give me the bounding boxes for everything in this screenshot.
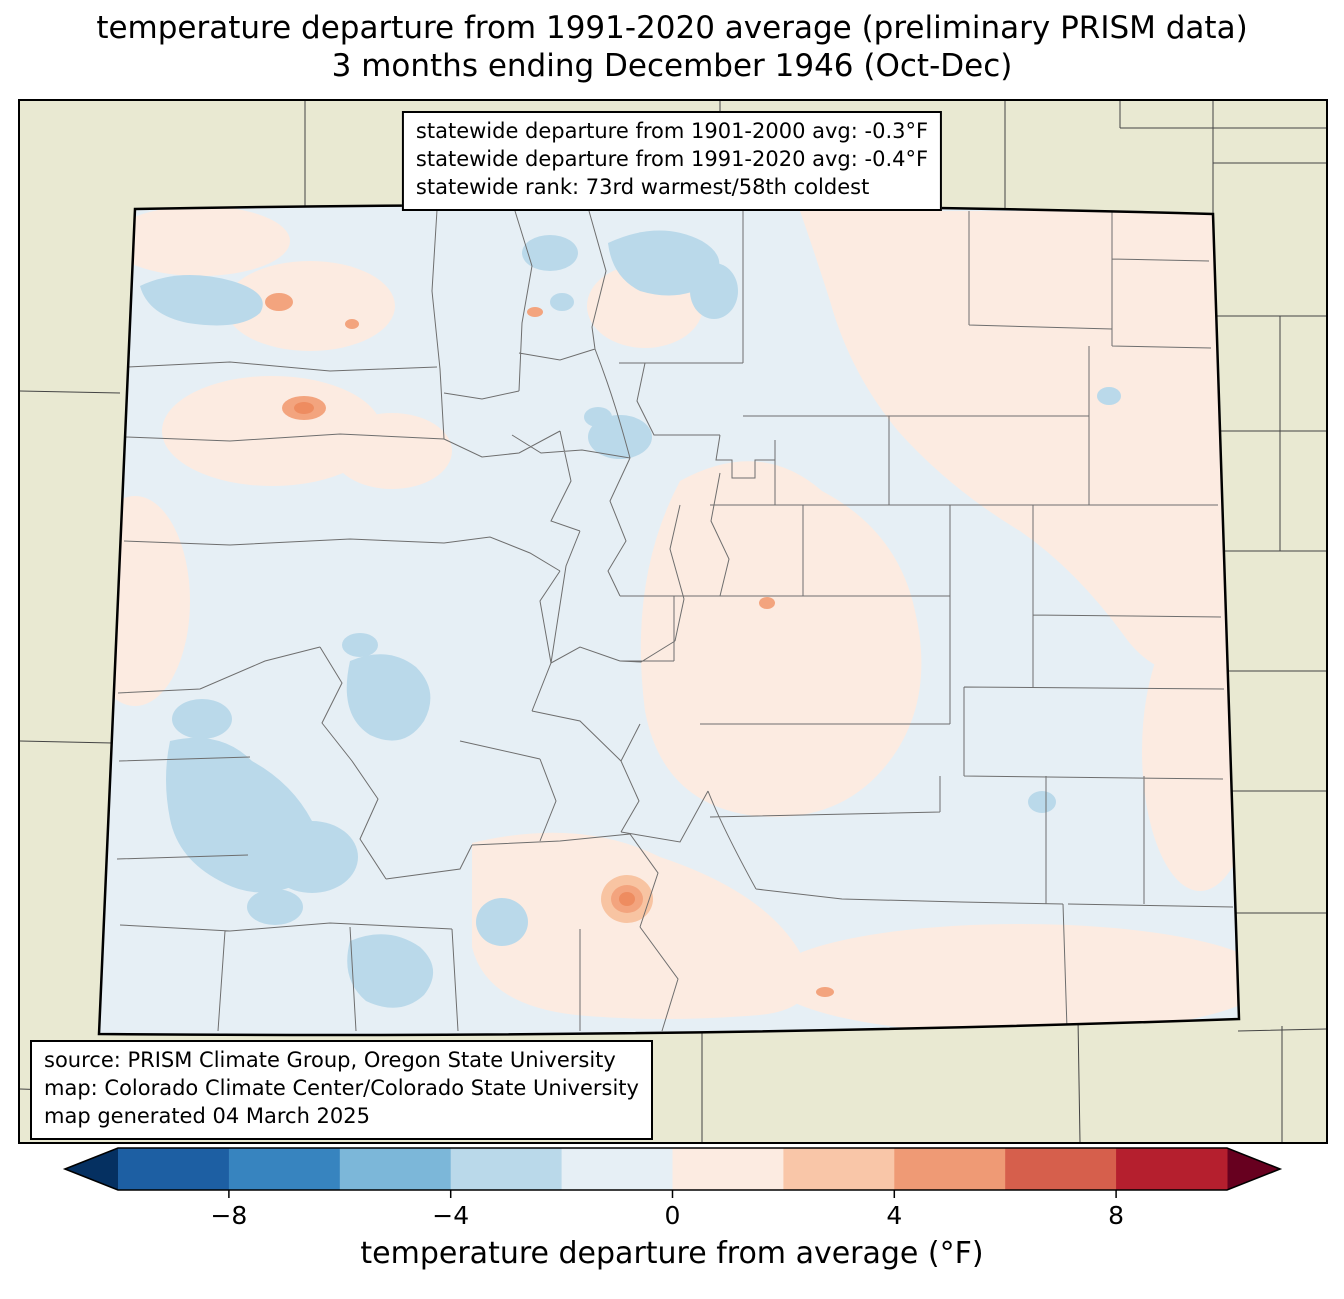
stats-line-1: statewide departure from 1901-2000 avg: …: [415, 119, 929, 143]
cool-anomaly-regions: [140, 230, 1121, 1008]
source-line-2: map: Colorado Climate Center/Colorado St…: [44, 1075, 639, 1100]
colorado-map: [20, 101, 1326, 1142]
stats-line-2: statewide departure from 1991-2020 avg: …: [415, 146, 929, 171]
state-interior: [99, 205, 1239, 1035]
source-attribution-box: source: PRISM Climate Group, Oregon Stat…: [30, 1040, 653, 1140]
source-line-3: map generated 04 March 2025: [44, 1103, 371, 1128]
map-title-line2: 3 months ending December 1946 (Oct-Dec): [331, 47, 1013, 84]
colorbar-axis-label: temperature departure from average (°F): [360, 1236, 984, 1271]
source-line-1: source: PRISM Climate Group, Oregon Stat…: [44, 1048, 616, 1072]
svg-text:−4: −4: [432, 1201, 469, 1230]
county-lines: [116, 209, 1234, 1032]
stats-line-3: statewide rank: 73rd warmest/58th coldes…: [415, 174, 870, 199]
neighbor-county-lines: [20, 101, 1326, 1142]
map-title-line1: temperature departure from 1991-2020 ave…: [96, 10, 1248, 46]
map-frame: [18, 99, 1328, 1144]
svg-text:−8: −8: [210, 1201, 247, 1230]
svg-text:0: 0: [665, 1201, 681, 1230]
warm-spot-regions: [265, 293, 834, 997]
svg-text:8: 8: [1108, 1201, 1124, 1230]
colorbar: −8 −4 0 4 8: [40, 1146, 1304, 1241]
colorbar-svg: −8 −4 0 4 8: [62, 1147, 1283, 1230]
svg-text:4: 4: [886, 1201, 902, 1230]
statewide-stats-box: statewide departure from 1901-2000 avg: …: [401, 111, 943, 211]
map-title: temperature departure from 1991-2020 ave…: [0, 10, 1344, 86]
